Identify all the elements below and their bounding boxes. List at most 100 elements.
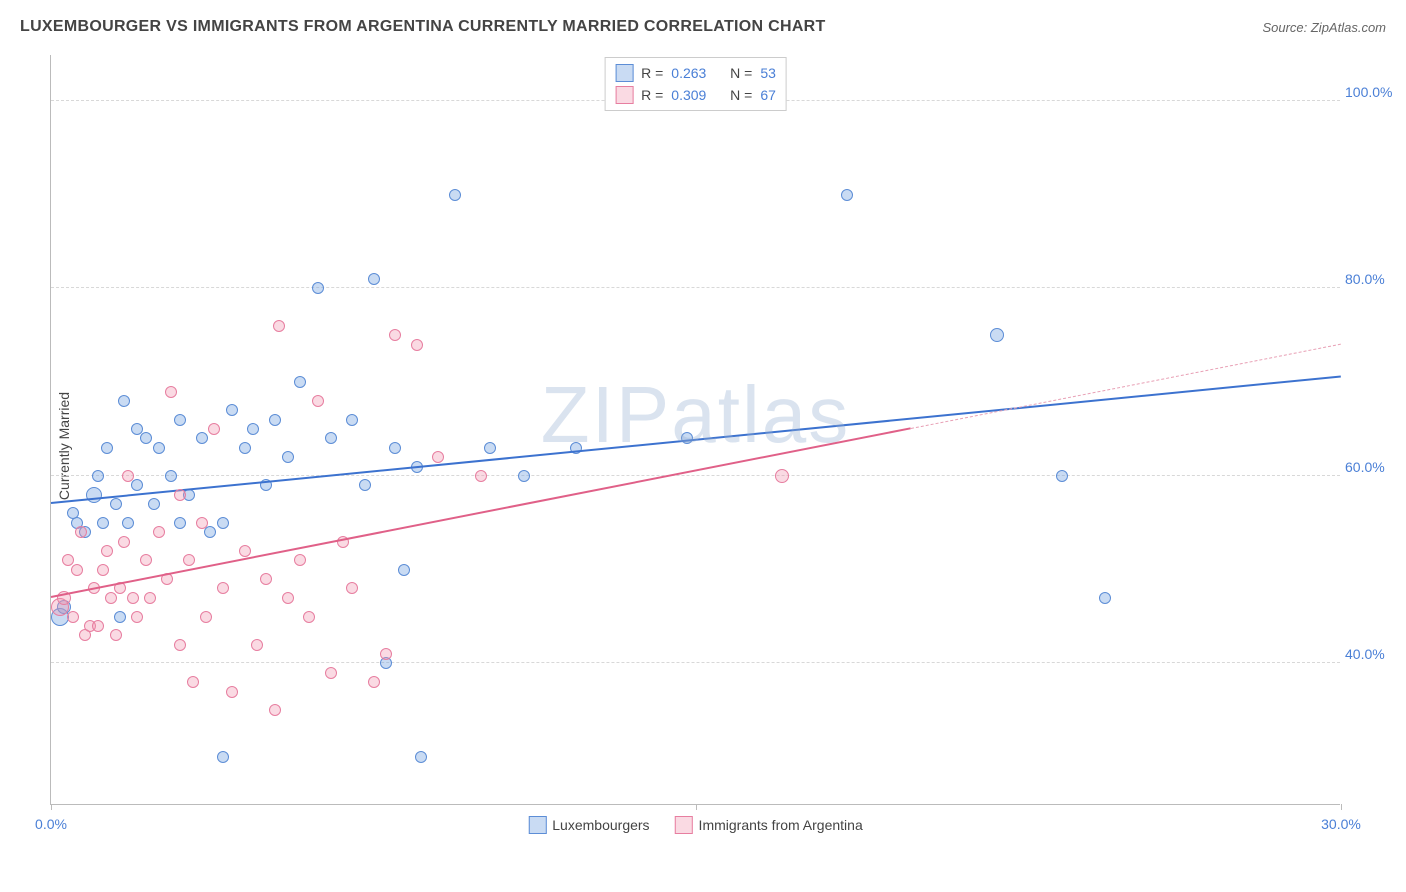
data-point-luxembourgers [415, 751, 427, 763]
data-point-luxembourgers [325, 432, 337, 444]
data-point-luxembourgers [518, 470, 530, 482]
data-point-luxembourgers [269, 414, 281, 426]
data-point-luxembourgers [239, 442, 251, 454]
legend-n-label: N = [730, 87, 752, 103]
gridline [51, 475, 1340, 476]
data-point-argentina [325, 667, 337, 679]
data-point-argentina [475, 470, 487, 482]
data-point-luxembourgers [398, 564, 410, 576]
legend-row: R =0.309 N =67 [615, 84, 776, 106]
data-point-luxembourgers [1099, 592, 1111, 604]
data-point-luxembourgers [118, 395, 130, 407]
y-tick-label: 80.0% [1345, 271, 1405, 287]
data-point-luxembourgers [217, 517, 229, 529]
trend-line-argentina [51, 427, 911, 598]
data-point-argentina [144, 592, 156, 604]
data-point-luxembourgers [312, 282, 324, 294]
data-point-luxembourgers [174, 517, 186, 529]
data-point-luxembourgers [131, 479, 143, 491]
data-point-argentina [131, 611, 143, 623]
data-point-argentina [380, 648, 392, 660]
data-point-luxembourgers [226, 404, 238, 416]
data-point-luxembourgers [484, 442, 496, 454]
legend-n-value: 67 [760, 87, 776, 103]
data-point-luxembourgers [294, 376, 306, 388]
legend-row: R =0.263 N =53 [615, 62, 776, 84]
gridline [51, 287, 1340, 288]
legend-n-value: 53 [760, 65, 776, 81]
data-point-argentina [312, 395, 324, 407]
data-point-argentina [226, 686, 238, 698]
legend-swatch [615, 86, 633, 104]
legend-r-label: R = [641, 87, 663, 103]
legend-n-label: N = [730, 65, 752, 81]
chart-title: LUXEMBOURGER VS IMMIGRANTS FROM ARGENTIN… [20, 18, 826, 36]
source-label: Source: ZipAtlas.com [1262, 20, 1386, 35]
data-point-argentina [118, 536, 130, 548]
data-point-luxembourgers [368, 273, 380, 285]
data-point-argentina [260, 573, 272, 585]
data-point-argentina [174, 489, 186, 501]
legend-swatch [615, 64, 633, 82]
data-point-argentina [411, 339, 423, 351]
data-point-argentina [140, 554, 152, 566]
data-point-luxembourgers [165, 470, 177, 482]
plot-area: ZIPatlas R =0.263 N =53R =0.309 N =67 Lu… [50, 55, 1340, 805]
x-tick [696, 804, 697, 810]
data-point-argentina [67, 611, 79, 623]
data-point-luxembourgers [282, 451, 294, 463]
data-point-argentina [101, 545, 113, 557]
data-point-argentina [282, 592, 294, 604]
chart-header: LUXEMBOURGER VS IMMIGRANTS FROM ARGENTIN… [20, 18, 1386, 36]
data-point-argentina [174, 639, 186, 651]
data-point-argentina [71, 564, 83, 576]
data-point-argentina [122, 470, 134, 482]
x-tick-label: 30.0% [1321, 816, 1361, 832]
data-point-argentina [217, 582, 229, 594]
data-point-luxembourgers [1056, 470, 1068, 482]
data-point-luxembourgers [92, 470, 104, 482]
data-point-argentina [110, 629, 122, 641]
legend-swatch [675, 816, 693, 834]
data-point-luxembourgers [217, 751, 229, 763]
data-point-luxembourgers [204, 526, 216, 538]
data-point-luxembourgers [389, 442, 401, 454]
data-point-luxembourgers [346, 414, 358, 426]
data-point-luxembourgers [841, 189, 853, 201]
data-point-argentina [269, 704, 281, 716]
data-point-luxembourgers [196, 432, 208, 444]
legend-correlation: R =0.263 N =53R =0.309 N =67 [604, 57, 787, 111]
legend-series-item: Immigrants from Argentina [675, 816, 863, 834]
data-point-argentina [775, 469, 789, 483]
data-point-argentina [153, 526, 165, 538]
data-point-luxembourgers [153, 442, 165, 454]
data-point-argentina [368, 676, 380, 688]
y-tick-label: 100.0% [1345, 84, 1405, 100]
data-point-argentina [75, 526, 87, 538]
data-point-argentina [303, 611, 315, 623]
trend-extension [911, 344, 1341, 429]
legend-series: Luxembourgers Immigrants from Argentina [528, 816, 862, 834]
trend-line-luxembourgers [51, 375, 1341, 504]
data-point-argentina [273, 320, 285, 332]
data-point-luxembourgers [449, 189, 461, 201]
data-point-argentina [105, 592, 117, 604]
data-point-argentina [196, 517, 208, 529]
gridline [51, 662, 1340, 663]
y-tick-label: 60.0% [1345, 459, 1405, 475]
legend-series-item: Luxembourgers [528, 816, 649, 834]
data-point-luxembourgers [174, 414, 186, 426]
data-point-luxembourgers [359, 479, 371, 491]
x-tick [1341, 804, 1342, 810]
legend-r-value: 0.263 [671, 65, 706, 81]
data-point-argentina [346, 582, 358, 594]
x-tick [51, 804, 52, 810]
y-tick-label: 40.0% [1345, 646, 1405, 662]
data-point-argentina [239, 545, 251, 557]
data-point-luxembourgers [101, 442, 113, 454]
data-point-argentina [127, 592, 139, 604]
data-point-argentina [187, 676, 199, 688]
data-point-argentina [165, 386, 177, 398]
data-point-argentina [92, 620, 104, 632]
data-point-luxembourgers [247, 423, 259, 435]
